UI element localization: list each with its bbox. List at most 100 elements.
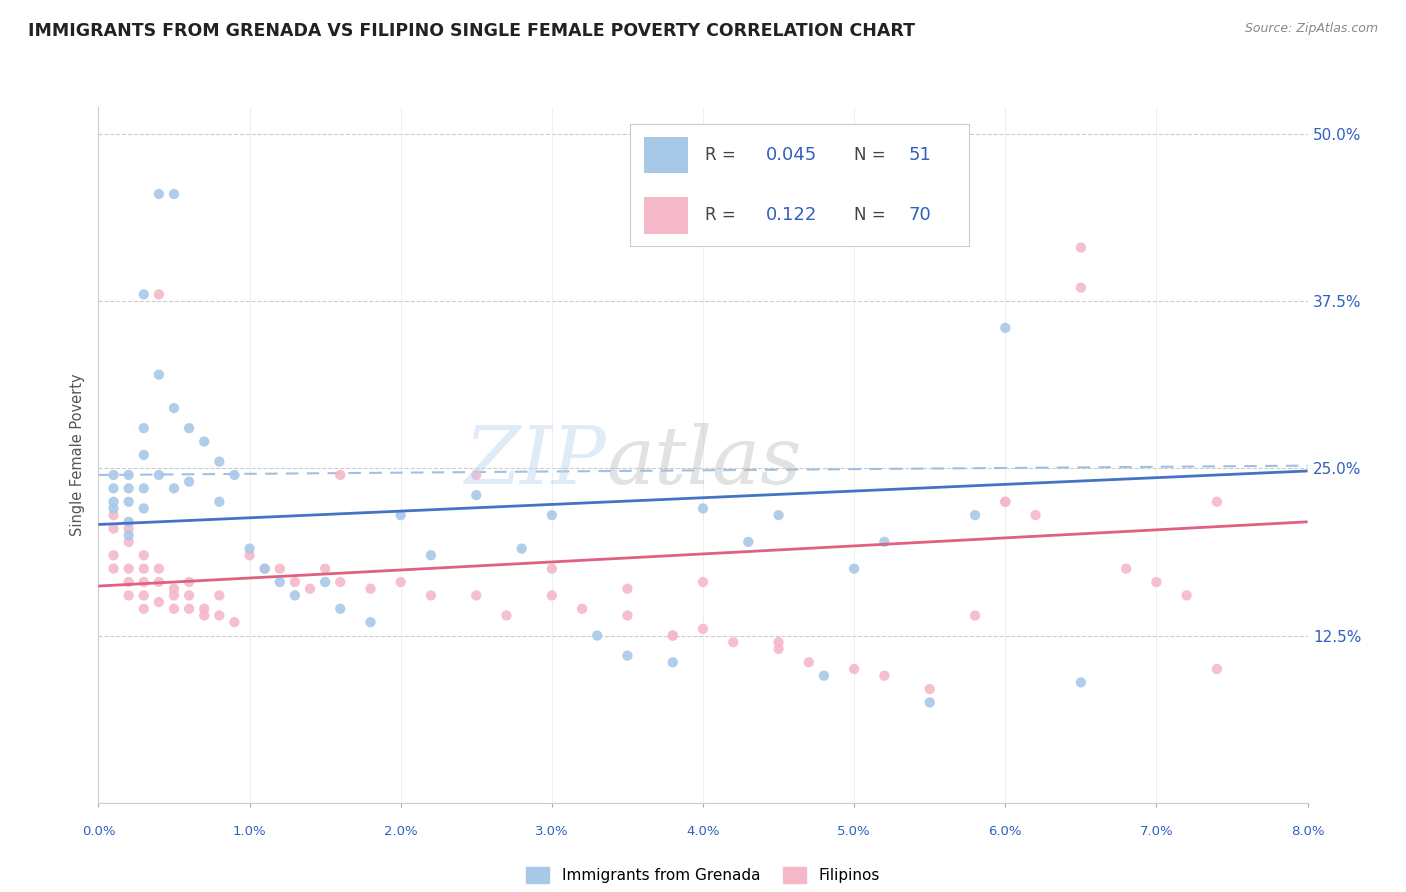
Point	[873, 535, 896, 549]
Point	[163, 602, 186, 616]
Point	[768, 508, 790, 523]
Point	[148, 562, 170, 576]
Point	[239, 548, 262, 563]
Point	[1115, 562, 1137, 576]
Point	[360, 615, 382, 630]
Bar	[644, 136, 688, 173]
Point	[103, 562, 125, 576]
Point	[389, 508, 412, 523]
Point	[813, 669, 835, 683]
Point	[420, 589, 443, 603]
Point	[148, 287, 170, 301]
Point	[994, 321, 1017, 335]
Point	[329, 468, 352, 483]
Point	[148, 595, 170, 609]
Point	[193, 608, 215, 623]
Point	[465, 589, 488, 603]
Point	[118, 528, 141, 542]
Point	[118, 562, 141, 576]
Text: 0.0%: 0.0%	[82, 825, 115, 838]
Point	[965, 508, 987, 523]
Point	[224, 615, 246, 630]
Text: R =: R =	[704, 146, 741, 164]
Point	[148, 187, 170, 202]
Point	[132, 562, 155, 576]
Point	[389, 575, 412, 590]
Point	[208, 589, 231, 603]
Text: IMMIGRANTS FROM GRENADA VS FILIPINO SINGLE FEMALE POVERTY CORRELATION CHART: IMMIGRANTS FROM GRENADA VS FILIPINO SING…	[28, 22, 915, 40]
Point	[239, 541, 262, 556]
Point	[768, 635, 790, 649]
Point	[163, 589, 186, 603]
Point	[1025, 508, 1047, 523]
Point	[797, 655, 820, 669]
Text: 1.0%: 1.0%	[233, 825, 266, 838]
Point	[918, 681, 941, 696]
Text: Source: ZipAtlas.com: Source: ZipAtlas.com	[1244, 22, 1378, 36]
Point	[1146, 575, 1168, 590]
Point	[132, 602, 155, 616]
Point	[103, 501, 125, 516]
Point	[179, 421, 201, 435]
Point	[148, 575, 170, 590]
Point	[179, 475, 201, 489]
Point	[873, 669, 896, 683]
Point	[541, 562, 564, 576]
Point	[314, 575, 336, 590]
Point	[994, 494, 1017, 508]
Point	[103, 508, 125, 523]
Text: 5.0%: 5.0%	[838, 825, 870, 838]
Point	[541, 508, 564, 523]
Point	[1206, 494, 1229, 508]
Point	[103, 482, 125, 496]
Point	[163, 187, 186, 202]
Text: 6.0%: 6.0%	[988, 825, 1022, 838]
Point	[132, 575, 155, 590]
Point	[360, 582, 382, 596]
Point	[1070, 675, 1092, 690]
Point	[224, 468, 246, 483]
Point	[616, 608, 638, 623]
Point	[495, 608, 517, 623]
Point	[118, 494, 141, 508]
Point	[132, 482, 155, 496]
Text: 7.0%: 7.0%	[1140, 825, 1173, 838]
Point	[616, 648, 638, 663]
Text: ZIP: ZIP	[464, 423, 606, 500]
Point	[844, 662, 866, 676]
Point	[1070, 281, 1092, 295]
Point	[132, 589, 155, 603]
Point	[269, 575, 291, 590]
Point	[844, 562, 866, 576]
Point	[208, 494, 231, 508]
Text: 70: 70	[908, 206, 931, 224]
Point	[314, 562, 336, 576]
Point	[541, 589, 564, 603]
Point	[148, 468, 170, 483]
Point	[465, 488, 488, 502]
Y-axis label: Single Female Poverty: Single Female Poverty	[70, 374, 86, 536]
Point	[420, 548, 443, 563]
Bar	[644, 197, 688, 234]
Point	[132, 448, 155, 462]
Point	[118, 589, 141, 603]
Text: 8.0%: 8.0%	[1291, 825, 1324, 838]
Point	[994, 494, 1017, 508]
Point	[299, 582, 322, 596]
Point	[132, 501, 155, 516]
Point	[918, 696, 941, 710]
Point	[737, 535, 759, 549]
Point	[193, 602, 215, 616]
Text: 51: 51	[908, 146, 931, 164]
Text: 0.045: 0.045	[766, 146, 817, 164]
Point	[571, 602, 593, 616]
Text: R =: R =	[704, 206, 747, 224]
Point	[692, 575, 714, 590]
Point	[208, 455, 231, 469]
Point	[253, 562, 276, 576]
Point	[163, 582, 186, 596]
Text: N =: N =	[853, 206, 891, 224]
Point	[692, 501, 714, 516]
Text: 3.0%: 3.0%	[536, 825, 568, 838]
Point	[329, 575, 352, 590]
